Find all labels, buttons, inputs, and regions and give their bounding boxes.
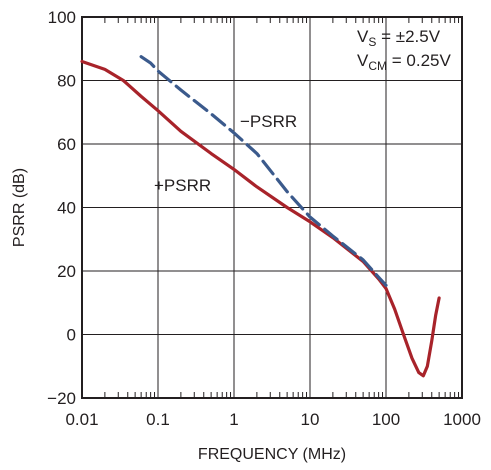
neg-psrr-annotation: −PSRR (240, 112, 297, 131)
grid-lines (82, 17, 462, 398)
x-axis-label: FREQUENCY (MHz) (198, 446, 346, 463)
plot-frame (81, 16, 463, 399)
x-tick-label: 100 (372, 410, 400, 429)
vcm-rest: = 0.25V (387, 51, 451, 70)
vs-condition-label: VS = ±2.5V (357, 27, 441, 49)
y-tick-label: 40 (57, 199, 76, 218)
vs-sub: S (368, 35, 376, 49)
y-tick-label: 0 (67, 326, 76, 345)
series-lines (80, 55, 441, 378)
vs-rest: = ±2.5V (376, 27, 440, 46)
x-tick-label: 10 (301, 410, 320, 429)
x-tick-label: 1 (229, 410, 238, 429)
x-tick-label: 0.1 (146, 410, 170, 429)
vs-main: V (357, 27, 369, 46)
x-tick-labels: 0.01 0.1 1 10 100 1000 (65, 410, 480, 429)
neg-psrr-line (139, 55, 388, 287)
y-tick-label: −20 (47, 389, 76, 408)
y-tick-label: 100 (48, 8, 76, 27)
x-tick-label: 0.01 (65, 410, 98, 429)
y-tick-label: 80 (57, 72, 76, 91)
vcm-sub: CM (368, 59, 387, 73)
y-tick-labels: −20 0 20 40 60 80 100 (47, 8, 76, 408)
x-tick-label: 1000 (443, 410, 481, 429)
pos-psrr-annotation: +PSRR (154, 176, 211, 195)
y-axis-label: PSRR (dB) (11, 168, 28, 247)
vcm-condition-label: VCM = 0.25V (357, 51, 451, 73)
y-tick-label: 20 (57, 262, 76, 281)
y-tick-label: 60 (57, 135, 76, 154)
vcm-main: V (357, 51, 369, 70)
